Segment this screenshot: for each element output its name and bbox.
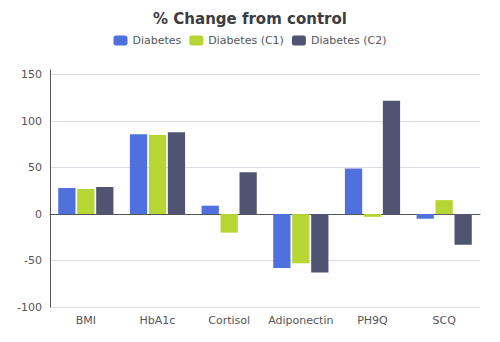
svg-text:0: 0 — [35, 208, 42, 221]
svg-text:Diabetes (C1): Diabetes (C1) — [208, 34, 284, 47]
svg-text:BMI: BMI — [76, 314, 96, 327]
svg-text:100: 100 — [21, 115, 42, 128]
svg-text:HbA1c: HbA1c — [140, 314, 176, 327]
svg-text:50: 50 — [28, 161, 42, 174]
svg-text:150: 150 — [21, 68, 42, 81]
svg-text:Diabetes (C2): Diabetes (C2) — [311, 34, 387, 47]
svg-text:Cortisol: Cortisol — [208, 314, 250, 327]
svg-text:-100: -100 — [17, 301, 42, 314]
svg-text:Diabetes: Diabetes — [132, 34, 181, 47]
svg-text:% Change from control: % Change from control — [153, 10, 347, 28]
svg-text:PH9Q: PH9Q — [357, 314, 388, 327]
svg-text:Adiponectin: Adiponectin — [268, 314, 333, 327]
svg-text:-50: -50 — [24, 254, 42, 267]
svg-text:SCQ: SCQ — [433, 314, 457, 327]
